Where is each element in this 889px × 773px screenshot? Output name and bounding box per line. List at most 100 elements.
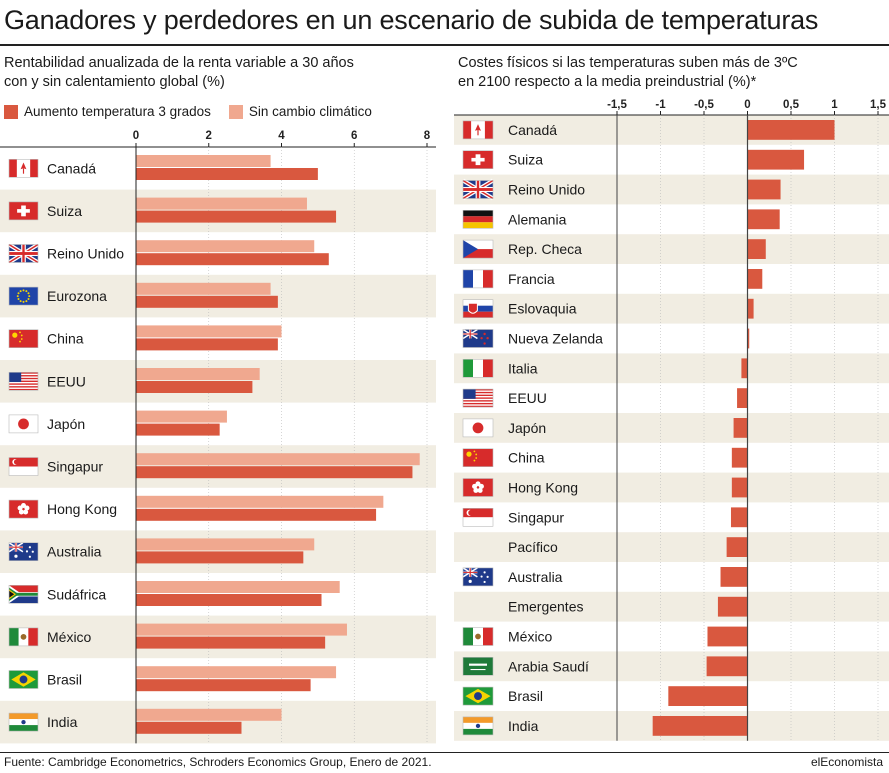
category-label: Australia [508,569,563,585]
bar-sin-cambio [136,666,337,679]
bar-coste-fisico [731,477,748,498]
category-label: Canadá [47,160,96,176]
x-tick-label: -0,5 [694,99,714,111]
bar-aumento-3-grados [136,594,322,606]
singapore-flag-icon [462,507,494,527]
category-label: Japón [47,416,85,432]
bar-coste-fisico [747,328,750,349]
bar-aumento-3-grados [136,381,253,393]
legend-swatch-base [228,104,243,119]
footer-rule [0,752,889,753]
x-tick-label: 1 [831,99,838,111]
chart-title: Ganadores y perdedores en un escenario d… [4,5,819,35]
x-tick-label: 4 [278,130,285,142]
india-flag-icon [462,716,494,736]
category-label: Hong Kong [47,501,117,517]
bar-coste-fisico [747,298,754,319]
category-label: Arabia Saudí [508,658,589,674]
bar-coste-fisico [720,567,748,587]
legend-item-base: Sin cambio climático [228,104,372,119]
eu-flag-icon [8,286,39,306]
japan-flag-icon [462,418,494,438]
australia-flag-icon [8,542,39,562]
bar-aumento-3-grados [136,168,318,180]
bar-sin-cambio [136,538,315,551]
germany-flag-icon [462,210,494,229]
bar-coste-fisico [737,388,748,408]
category-label: Reino Unido [508,182,585,198]
hongkong-flag-icon [8,499,39,519]
bar-coste-fisico [747,209,780,230]
category-label: México [508,629,553,645]
switzerland-flag-icon [462,150,494,170]
category-label: Brasil [47,672,82,688]
australia-flag-icon [462,567,494,587]
category-label: Pacífico [508,539,558,555]
bar-sin-cambio [136,708,282,721]
left-chart-subtitle: Rentabilidad anualizada de la renta vari… [4,55,354,90]
bar-coste-fisico [652,716,748,736]
czech-flag-icon [462,239,494,259]
bar-coste-fisico [733,418,748,438]
left-bar-chart: 0 2 4 6 8 Canadá Suiza Reino Unido Eurozona China… [0,130,436,744]
legend: Aumento temperatura 3 grados Sin cambio … [4,104,390,119]
bar-sin-cambio [136,325,282,338]
category-label: India [508,718,539,734]
bar-sin-cambio [136,155,271,167]
southafrica-flag-icon [8,584,39,604]
category-label: Suiza [508,152,543,168]
x-tick-label: -1 [655,99,666,111]
row-band [454,234,889,264]
x-tick-label: 0 [133,130,139,142]
bar-sin-cambio [136,581,340,593]
france-flag-icon [462,269,494,289]
category-label: Australia [47,544,102,560]
bar-sin-cambio [136,197,307,210]
switzerland-flag-icon [8,201,39,221]
bar-coste-fisico [726,537,748,557]
bar-sin-cambio [136,240,315,253]
category-label: Alemania [508,211,567,227]
brazil-flag-icon [462,686,494,706]
row-band [454,353,889,384]
china-flag-icon [8,329,39,348]
legend-swatch-warm [4,104,18,119]
mexico-flag-icon [462,627,494,646]
saudi-flag-icon [462,656,494,676]
usa-flag-icon [462,388,494,408]
category-label: Japón [508,420,546,436]
bar-aumento-3-grados [136,423,220,436]
bar-sin-cambio [136,410,227,423]
category-label: Eurozona [47,288,107,304]
category-label: China [508,450,545,466]
bar-coste-fisico [747,239,766,259]
bar-aumento-3-grados [136,636,326,649]
canada-flag-icon [462,120,494,140]
usa-flag-icon [8,372,39,391]
category-label: Italia [508,360,538,376]
row-band [454,651,889,682]
brazil-flag-icon [8,670,39,689]
row-band [454,174,889,205]
bar-aumento-3-grados [136,253,329,266]
uk-flag-icon [461,178,495,201]
x-tick-label: 0,5 [783,99,800,111]
bar-sin-cambio [136,623,347,636]
japan-flag-icon [8,414,39,434]
category-label: Francia [508,271,555,287]
category-label: EEUU [508,390,547,406]
bar-coste-fisico [717,596,748,617]
category-label: Singapur [508,509,564,525]
bar-coste-fisico [668,686,748,706]
india-flag-icon [8,712,39,732]
legend-label-warm: Aumento temperatura 3 grados [24,104,211,119]
x-tick-label: -1,5 [607,99,627,111]
title-rule [0,44,889,46]
uk-flag-icon [7,242,40,265]
brand-logo-text: elEconomista [810,755,883,769]
row-band [454,591,889,622]
bar-aumento-3-grados [136,210,337,223]
bar-coste-fisico [730,507,748,528]
bar-coste-fisico [741,358,748,379]
bar-sin-cambio [136,495,384,508]
